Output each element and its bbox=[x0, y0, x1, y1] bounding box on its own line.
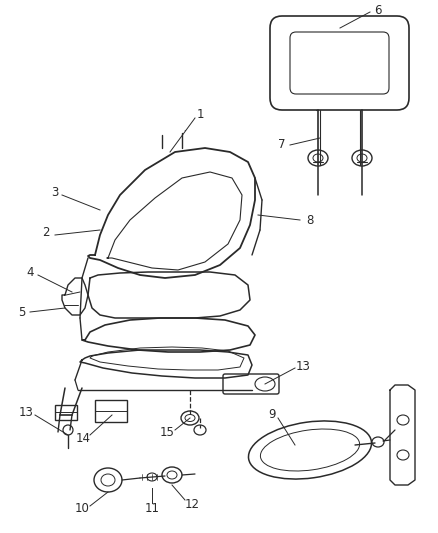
FancyBboxPatch shape bbox=[223, 374, 279, 394]
Ellipse shape bbox=[181, 411, 199, 425]
Text: 5: 5 bbox=[18, 305, 26, 319]
Text: 11: 11 bbox=[145, 502, 159, 514]
FancyBboxPatch shape bbox=[290, 32, 389, 94]
Text: 7: 7 bbox=[278, 139, 286, 151]
Ellipse shape bbox=[147, 473, 157, 481]
Ellipse shape bbox=[162, 467, 182, 483]
Ellipse shape bbox=[248, 421, 371, 479]
Ellipse shape bbox=[261, 429, 360, 471]
Text: 10: 10 bbox=[74, 502, 89, 514]
Ellipse shape bbox=[94, 468, 122, 492]
Ellipse shape bbox=[255, 377, 275, 391]
Ellipse shape bbox=[167, 471, 177, 479]
Ellipse shape bbox=[313, 154, 323, 162]
Ellipse shape bbox=[63, 425, 73, 435]
Text: 12: 12 bbox=[184, 497, 199, 511]
Text: 2: 2 bbox=[42, 227, 50, 239]
Ellipse shape bbox=[352, 150, 372, 166]
Ellipse shape bbox=[397, 415, 409, 425]
Text: 6: 6 bbox=[374, 4, 382, 17]
Text: 13: 13 bbox=[296, 359, 311, 373]
Text: 15: 15 bbox=[159, 426, 174, 440]
Text: 3: 3 bbox=[51, 185, 59, 198]
Ellipse shape bbox=[194, 425, 206, 435]
Text: 1: 1 bbox=[196, 109, 204, 122]
FancyBboxPatch shape bbox=[95, 400, 127, 422]
Ellipse shape bbox=[397, 450, 409, 460]
Text: 14: 14 bbox=[75, 432, 91, 445]
FancyBboxPatch shape bbox=[55, 405, 77, 420]
FancyBboxPatch shape bbox=[270, 16, 409, 110]
Ellipse shape bbox=[357, 154, 367, 162]
Ellipse shape bbox=[101, 474, 115, 486]
Text: 4: 4 bbox=[26, 266, 34, 279]
Ellipse shape bbox=[185, 415, 195, 422]
Text: 9: 9 bbox=[268, 408, 276, 421]
Ellipse shape bbox=[372, 437, 384, 447]
Text: 13: 13 bbox=[18, 407, 33, 419]
Text: 8: 8 bbox=[306, 214, 314, 227]
Ellipse shape bbox=[308, 150, 328, 166]
